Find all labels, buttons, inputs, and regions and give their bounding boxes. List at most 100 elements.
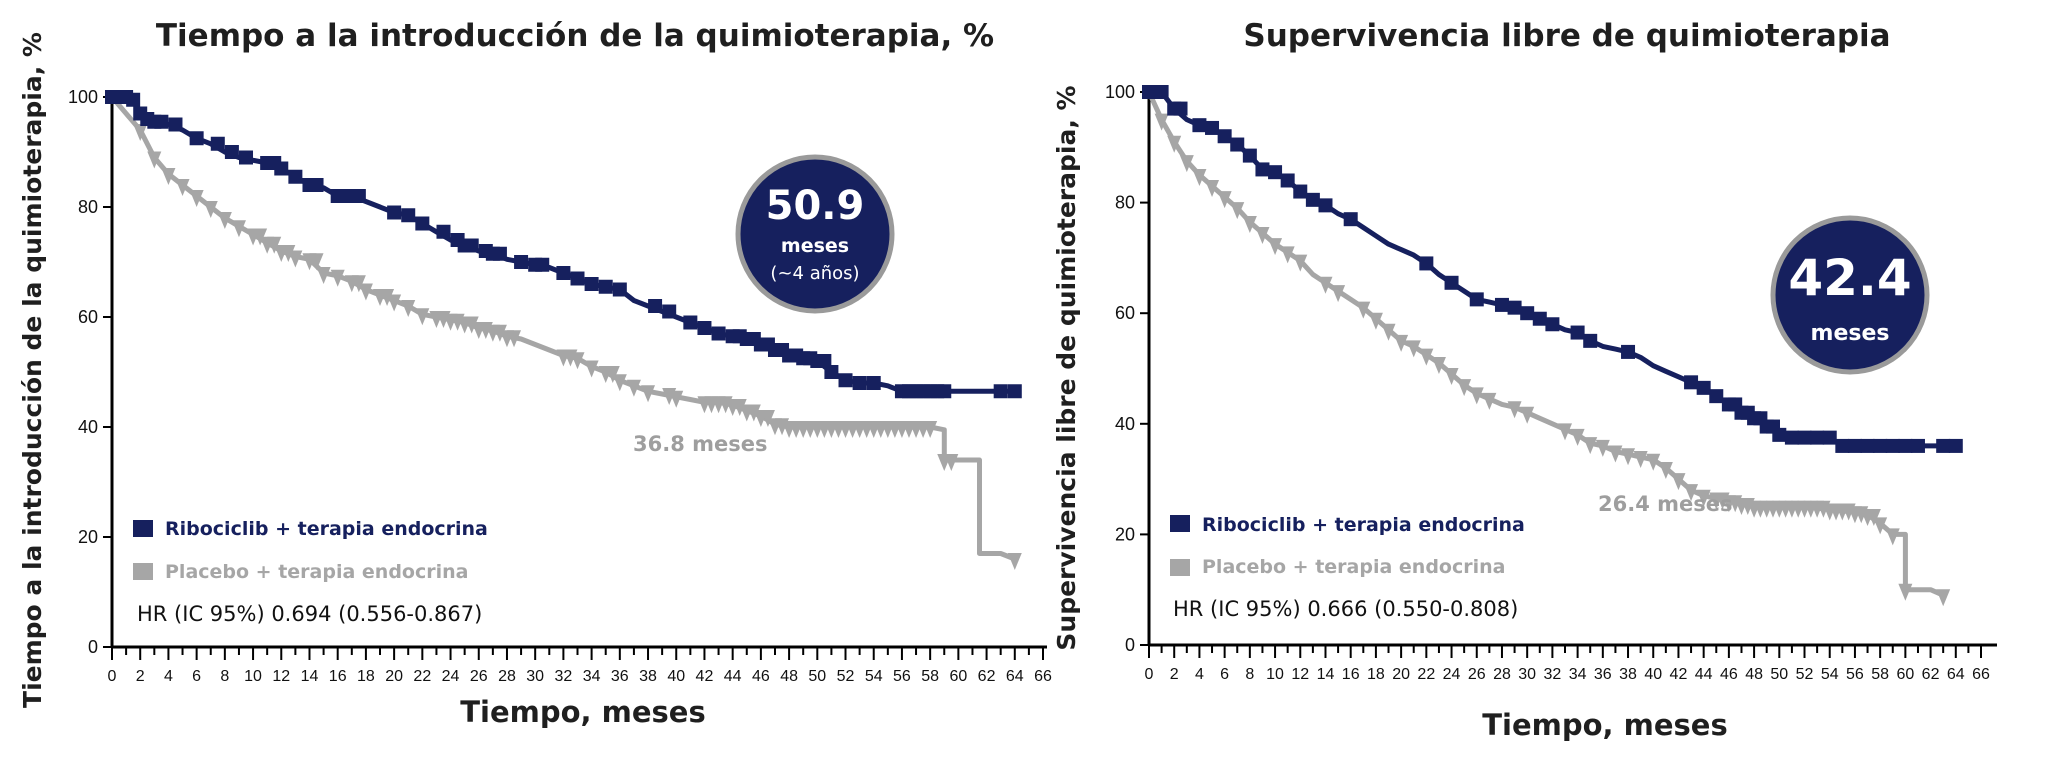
censor-marker — [1784, 430, 1799, 445]
y-ticks: 0 20 40 60 80 100 — [1105, 82, 1149, 655]
censor-marker — [1419, 348, 1434, 366]
x-tick-label: 64 — [1947, 666, 1965, 683]
censor-marker — [1936, 438, 1951, 453]
censor-marker — [1192, 168, 1207, 186]
chart-title: Tiempo a la introducción de la quimioter… — [156, 18, 994, 54]
censor-marker — [1368, 312, 1383, 330]
x-tick-label: 44 — [724, 668, 742, 685]
censor-marker — [387, 205, 402, 220]
x-tick-label: 28 — [1493, 666, 1511, 683]
censor-marker — [1205, 180, 1220, 198]
x-tick-label: 60 — [949, 668, 967, 685]
censor-marker — [1230, 137, 1245, 152]
chart-panel-time-to-chemotherapy: Tiempo a la introducción de la quimioter… — [18, 18, 1052, 729]
x-tick-label: 42 — [696, 668, 714, 685]
y-ticks: 0 20 40 60 80 100 — [68, 87, 112, 657]
censor-marker — [436, 224, 451, 239]
x-tick-label: 60 — [1896, 666, 1914, 683]
x-tick-label: 8 — [1245, 666, 1254, 683]
x-tick-label: 22 — [1417, 666, 1435, 683]
x-tick-label: 14 — [1317, 666, 1335, 683]
x-tick-label: 46 — [1720, 666, 1738, 683]
censor-marker — [1268, 238, 1283, 256]
censor-marker — [1305, 192, 1320, 207]
x-tick-label: 12 — [272, 668, 290, 685]
censor-marker — [1469, 387, 1484, 405]
censor-marker — [944, 454, 959, 471]
series-ribociclib — [105, 90, 1022, 399]
censor-marker — [203, 201, 218, 218]
y-tick-label: 60 — [78, 307, 98, 327]
censor-marker — [598, 279, 613, 294]
censor-marker — [1173, 101, 1188, 116]
censor-marker — [817, 354, 832, 368]
censor-marker — [683, 315, 698, 330]
x-tick-label: 24 — [1443, 666, 1461, 683]
censor-marker — [309, 253, 324, 271]
censor-marker — [711, 326, 726, 341]
censor-marker — [1242, 148, 1257, 163]
x-tick-label: 56 — [893, 668, 911, 685]
x-tick-label: 52 — [837, 668, 855, 685]
censor-marker — [1696, 380, 1711, 395]
x-tick-label: 38 — [1619, 666, 1637, 683]
x-axis-label: Tiempo, meses — [1482, 708, 1727, 742]
censor-marker — [401, 208, 416, 223]
censor-marker — [1318, 276, 1333, 294]
x-tick-label: 52 — [1796, 666, 1814, 683]
censor-marker — [937, 384, 952, 399]
censor-marker — [189, 190, 204, 207]
legend-swatch-placebo — [1170, 559, 1190, 576]
x-tick-label: 58 — [1871, 666, 1889, 683]
x-tick-label: 62 — [1922, 666, 1940, 683]
censor-marker — [1406, 340, 1421, 358]
censor-marker — [514, 255, 529, 269]
badge-note: (~4 años) — [770, 263, 859, 284]
censor-marker — [641, 385, 656, 403]
x-tick-label: 62 — [978, 668, 996, 685]
censor-marker — [1431, 356, 1446, 374]
x-tick-label: 18 — [1367, 666, 1385, 683]
x-tick-label: 26 — [470, 668, 488, 685]
censor-marker — [161, 168, 176, 185]
censor-marker — [1293, 184, 1308, 199]
censor-marker — [584, 277, 599, 291]
censor-marker — [1532, 311, 1547, 326]
x-tick-label: 26 — [1468, 666, 1486, 683]
censor-marker — [669, 390, 684, 408]
x-tick-label: 34 — [1569, 666, 1587, 683]
censor-marker — [1898, 583, 1913, 601]
x-tick-label: 16 — [1342, 666, 1360, 683]
censor-marker — [1595, 439, 1610, 457]
x-tick-label: 48 — [780, 668, 798, 685]
censor-marker — [612, 374, 627, 392]
censor-marker — [288, 169, 303, 184]
legend-label-placebo: Placebo + terapia endocrina — [165, 561, 468, 583]
censor-marker — [1583, 333, 1598, 348]
censor-marker — [993, 384, 1008, 399]
x-tick-label: 40 — [1644, 666, 1662, 683]
censor-marker — [570, 271, 585, 286]
censor-marker — [584, 360, 599, 378]
censor-marker — [1671, 473, 1686, 491]
censor-marker — [1255, 227, 1270, 245]
censor-marker — [154, 114, 169, 129]
censor-marker — [1381, 323, 1396, 341]
x-tick-label: 34 — [583, 668, 601, 685]
hazard-ratio-text: HR (IC 95%) 0.694 (0.556-0.867) — [137, 602, 482, 626]
censor-marker — [1822, 430, 1837, 445]
x-tick-label: 14 — [301, 668, 319, 685]
censor-marker — [746, 404, 761, 422]
censor-marker — [1810, 430, 1825, 445]
censor-marker — [415, 216, 430, 231]
badge-unit: meses — [1811, 321, 1890, 346]
x-tick-label: 10 — [1266, 666, 1284, 683]
x-tick-label: 30 — [526, 668, 544, 685]
censor-marker — [1772, 427, 1787, 442]
censor-marker — [239, 150, 254, 165]
censor-marker — [492, 324, 507, 342]
censor-marker — [648, 299, 663, 313]
censor-marker — [732, 399, 747, 416]
censor-marker — [274, 161, 289, 176]
